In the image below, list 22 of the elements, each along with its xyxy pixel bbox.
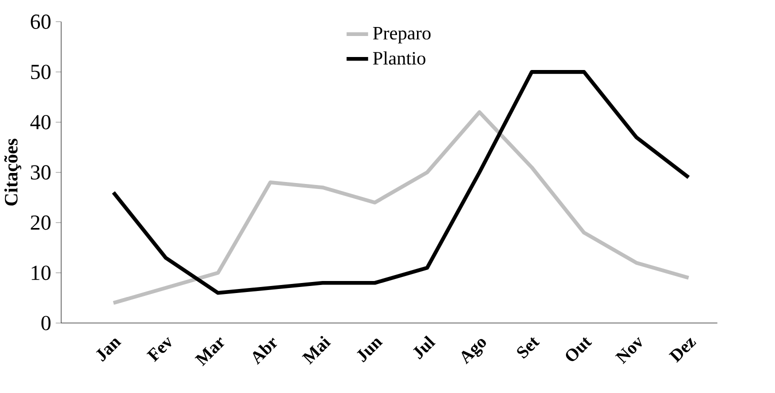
y-tick-label: 0 bbox=[41, 316, 51, 330]
x-tick-label: Abr bbox=[252, 338, 278, 365]
x-tick-label: Set bbox=[517, 337, 540, 359]
y-tick-label: 10 bbox=[32, 266, 51, 280]
x-tick-label: Out bbox=[566, 337, 592, 362]
y-tick-label: 60 bbox=[30, 14, 51, 29]
x-tick-label: Jan bbox=[96, 338, 122, 362]
x-tick-label: Nov bbox=[615, 337, 642, 364]
x-tick-label: Mai bbox=[302, 336, 332, 365]
legend-label: Plantio bbox=[373, 51, 426, 65]
y-tick-label: 50 bbox=[31, 64, 51, 80]
x-tick-label: Ago bbox=[462, 338, 486, 364]
x-tick-label: Jun bbox=[356, 338, 383, 362]
x-tick-label: Dez bbox=[668, 338, 696, 363]
y-tick-label: 40 bbox=[30, 114, 51, 130]
x-tick-label: Jul bbox=[412, 336, 436, 360]
x-tick-label: Mar bbox=[194, 337, 224, 366]
y-axis-title: Citações bbox=[4, 138, 22, 206]
y-tick-label: 30 bbox=[30, 165, 51, 180]
y-tick-label: 20 bbox=[30, 215, 51, 230]
legend-label: Preparo bbox=[373, 27, 431, 44]
x-tick-label: Fev bbox=[146, 337, 172, 362]
